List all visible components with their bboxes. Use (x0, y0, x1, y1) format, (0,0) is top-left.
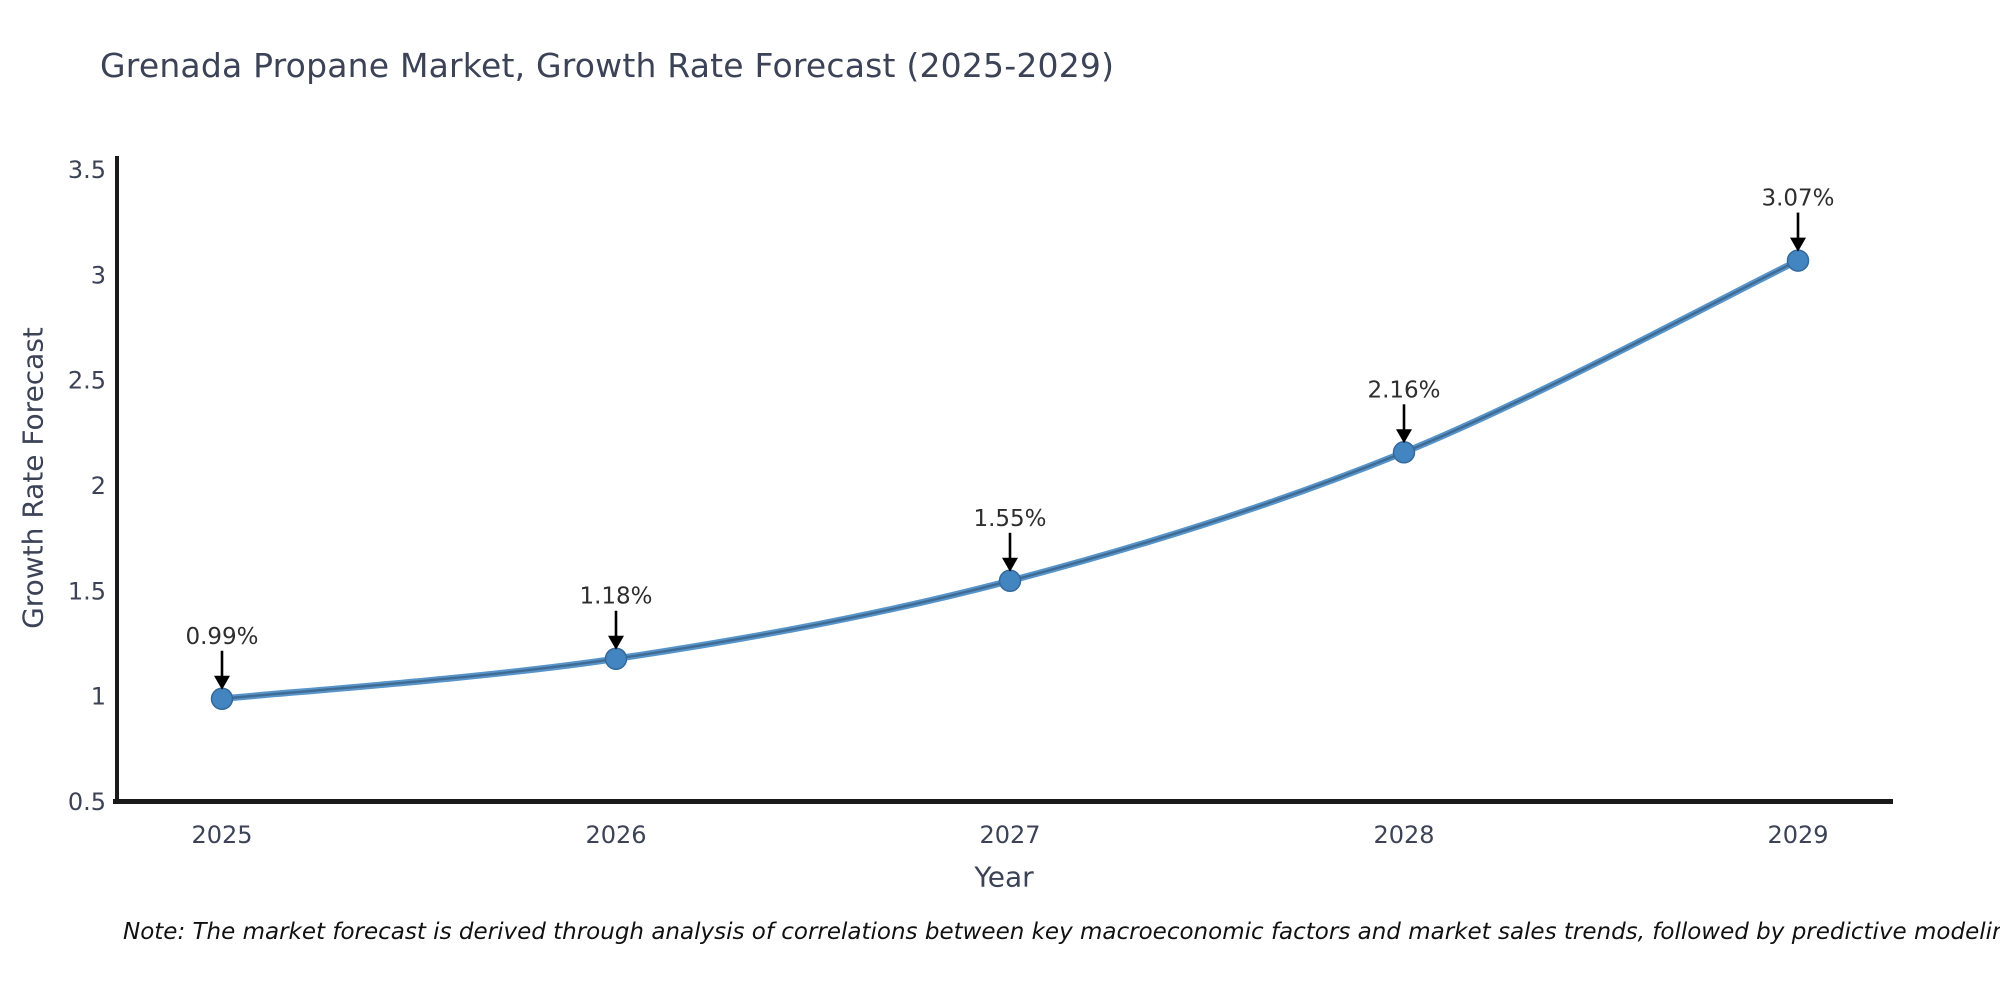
y-tick-label: 1 (91, 683, 106, 711)
y-tick-label: 3.5 (68, 156, 106, 184)
annotation-label: 1.55% (973, 506, 1046, 532)
data-point-marker (604, 647, 628, 670)
y-tick-label: 0.5 (68, 788, 106, 816)
annotation-arrow-head (1396, 429, 1412, 444)
x-tick-label: 2026 (585, 821, 646, 849)
data-point-marker (210, 687, 234, 711)
data-point-marker (998, 569, 1022, 593)
annotation-label: 3.07% (1761, 186, 1834, 212)
annotation-label: 1.18% (579, 584, 652, 610)
annotation-arrow-head (214, 675, 230, 690)
x-tick-label: 2027 (979, 821, 1040, 849)
annotation-arrow-head (1002, 557, 1018, 572)
x-tick-label: 2029 (1767, 821, 1828, 849)
footnote: Note: The market forecast is derived thr… (123, 919, 2000, 945)
x-tick-label: 2025 (191, 821, 252, 849)
annotation-arrow-head (1790, 237, 1806, 252)
annotation-label: 0.99% (185, 624, 258, 650)
y-axis-spine (115, 156, 119, 804)
x-axis-spine (113, 799, 1893, 804)
data-point-marker (1392, 441, 1416, 464)
y-tick-label: 2 (91, 472, 106, 500)
series-line (218, 257, 1802, 703)
x-axis-title: Year (974, 860, 1034, 894)
data-point-marker (1786, 249, 1810, 272)
y-tick-label: 2.5 (68, 367, 106, 395)
y-tick-label: 1.5 (68, 577, 106, 605)
y-tick-label: 3 (91, 261, 106, 289)
annotation-arrow-head (608, 635, 624, 650)
annotation-label: 2.16% (1367, 377, 1440, 403)
series-line-core (220, 259, 1800, 700)
chart-title: Grenada Propane Market, Growth Rate Fore… (100, 46, 1115, 85)
x-tick-label: 2028 (1373, 821, 1434, 849)
